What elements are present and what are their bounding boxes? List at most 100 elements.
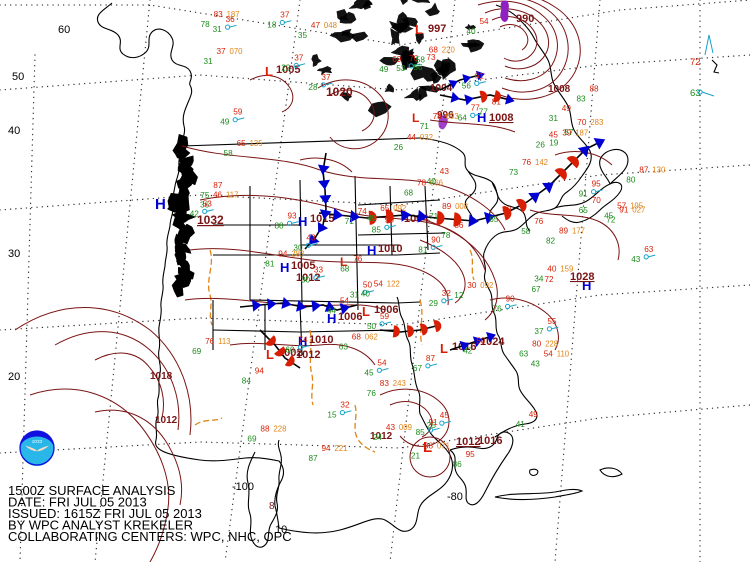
svg-text:187: 187 [575,128,588,137]
svg-text:68: 68 [404,189,414,198]
svg-text:142: 142 [535,158,548,167]
svg-text:990: 990 [516,13,534,25]
svg-text:85: 85 [372,225,382,234]
svg-text:31: 31 [213,25,223,34]
svg-text:69: 69 [392,55,402,64]
svg-text:43: 43 [440,167,450,176]
svg-text:28: 28 [308,83,318,92]
svg-text:47: 47 [311,21,321,30]
svg-text:49: 49 [529,410,539,419]
svg-text:72: 72 [690,57,701,68]
svg-text:65: 65 [380,204,390,213]
svg-text:49: 49 [220,118,230,127]
svg-text:53: 53 [396,64,406,73]
svg-text:90: 90 [431,235,441,244]
svg-text:85: 85 [416,428,426,437]
svg-text:1016: 1016 [478,435,502,447]
svg-text:90: 90 [506,295,516,304]
svg-text:243: 243 [393,379,406,388]
svg-text:87: 87 [309,454,319,463]
svg-text:65: 65 [579,206,589,215]
svg-text:228: 228 [273,424,286,433]
svg-text:-100: -100 [232,481,254,493]
svg-text:76: 76 [522,158,532,167]
svg-text:88: 88 [590,84,600,93]
svg-text:37: 37 [294,54,304,63]
svg-text:32: 32 [442,289,452,298]
svg-text:54: 54 [377,358,387,367]
svg-text:73: 73 [509,168,519,177]
svg-text:1012: 1012 [155,415,178,426]
svg-text:31: 31 [350,290,360,299]
svg-text:74: 74 [298,335,308,344]
svg-text:81: 81 [418,245,428,254]
svg-text:135: 135 [250,139,264,148]
svg-text:H: H [280,260,289,275]
svg-text:78: 78 [417,179,427,188]
svg-text:81: 81 [265,260,275,269]
svg-text:76: 76 [367,389,377,398]
svg-text:44: 44 [327,307,337,316]
svg-text:1012: 1012 [296,349,320,361]
svg-text:1012: 1012 [456,436,480,448]
svg-text:60: 60 [58,24,70,36]
svg-text:1020: 1020 [326,85,353,99]
svg-text:76: 76 [353,254,363,263]
svg-text:29: 29 [429,299,439,308]
svg-text:49: 49 [367,214,377,223]
svg-text:87: 87 [639,165,649,174]
svg-text:43: 43 [531,359,541,368]
svg-text:31: 31 [549,114,559,123]
svg-text:76: 76 [205,337,215,346]
svg-text:40: 40 [361,290,371,299]
svg-text:1018: 1018 [150,371,173,382]
svg-text:1033: 1033 [32,439,43,444]
svg-text:89: 89 [559,226,569,235]
svg-text:30: 30 [467,281,477,290]
svg-text:42: 42 [190,209,200,218]
svg-text:283: 283 [291,250,304,259]
svg-text:82: 82 [546,236,556,245]
svg-text:56: 56 [413,63,423,72]
svg-text:57: 57 [617,202,627,211]
svg-text:45: 45 [440,411,450,420]
svg-text:093: 093 [446,112,459,121]
svg-text:37: 37 [321,73,331,82]
svg-text:20: 20 [8,371,20,383]
svg-text:57: 57 [564,128,574,137]
svg-text:L: L [362,304,370,319]
svg-text:113: 113 [218,337,230,346]
svg-text:58: 58 [224,149,234,158]
svg-text:43: 43 [386,423,396,432]
svg-text:88: 88 [275,221,285,230]
svg-text:1005: 1005 [291,260,315,272]
svg-text:88: 88 [260,424,270,433]
svg-text:94: 94 [278,250,288,259]
svg-text:50: 50 [476,337,486,346]
svg-text:50: 50 [12,71,24,83]
svg-text:58: 58 [521,227,531,236]
svg-text:117: 117 [226,191,238,200]
svg-text:71: 71 [345,217,355,226]
svg-text:1008: 1008 [489,112,513,124]
svg-text:86: 86 [454,221,464,230]
svg-text:54: 54 [544,349,554,358]
svg-text:221: 221 [335,444,348,453]
svg-text:35: 35 [298,31,308,40]
svg-text:76: 76 [534,217,544,226]
svg-text:87: 87 [426,354,436,363]
svg-text:67: 67 [532,285,542,294]
svg-text:54: 54 [340,297,350,306]
svg-text:81: 81 [492,98,502,107]
svg-text:76: 76 [493,305,503,314]
svg-text:21: 21 [411,451,421,460]
svg-text:78: 78 [433,112,443,121]
svg-text:26: 26 [536,141,546,150]
svg-text:30: 30 [301,276,311,285]
svg-text:63: 63 [644,245,654,254]
svg-text:18: 18 [267,21,277,30]
svg-text:71: 71 [429,212,439,221]
svg-text:68: 68 [340,264,350,273]
svg-text:50: 50 [363,280,373,289]
svg-text:1008: 1008 [548,84,571,95]
